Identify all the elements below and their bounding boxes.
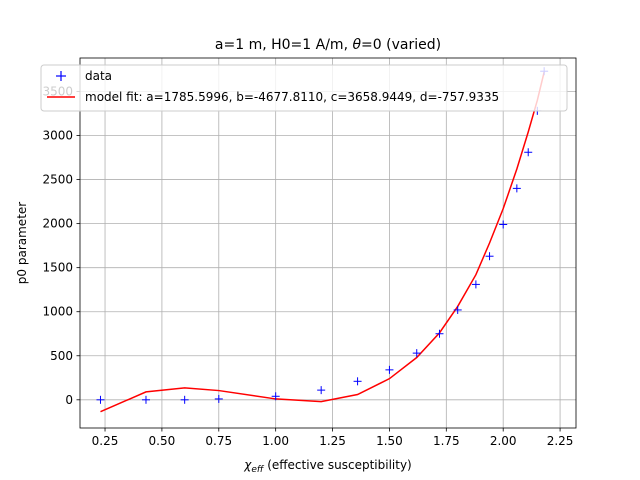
x-tick-label: 0.75 (205, 434, 232, 448)
data-point (499, 220, 508, 229)
x-tick-label: 1.50 (376, 434, 403, 448)
y-tick-label: 0 (65, 393, 73, 407)
data-point (412, 349, 421, 358)
series-layer (96, 67, 549, 413)
data-point (453, 305, 462, 314)
data-point (471, 280, 480, 289)
data-point (512, 184, 521, 193)
legend-label-model-fit: model fit: a=1785.5996, b=-4677.8110, c=… (85, 90, 499, 104)
y-tick-label: 2000 (42, 217, 73, 231)
x-tick-label: 2.25 (547, 434, 574, 448)
plot-area (80, 58, 576, 428)
series-line-model-fit (100, 71, 545, 413)
x-tick-label: 1.25 (319, 434, 346, 448)
y-tick-label: 500 (50, 349, 73, 363)
y-tick-label: 1500 (42, 261, 73, 275)
data-point (180, 395, 189, 404)
data-point (271, 392, 280, 401)
legend-box (40, 64, 568, 112)
chart-title: a=1 m, H0=1 A/m, θ=0 (varied) (215, 37, 441, 53)
x-tick-label: 1.00 (262, 434, 289, 448)
data-point (385, 365, 394, 374)
legend-marker-data (56, 71, 66, 81)
y-axis-label: p0 parameter (15, 202, 29, 284)
data-point (353, 377, 362, 386)
x-axis-label: χeff (effective susceptibility) (243, 458, 411, 475)
y-tick-label: 2500 (42, 173, 73, 187)
ticks: 0.25 0.50 0.75 1.00 1.25 1.50 1.75 2.00 2.25 0 500… (42, 84, 573, 448)
data-point (141, 395, 150, 404)
legend: data model fit: a=1785.5996, b=-4677.811… (40, 64, 568, 112)
data-point (485, 252, 494, 261)
x-tick-label: 1.75 (433, 434, 460, 448)
data-point (214, 394, 223, 403)
axes-frame (79, 57, 577, 429)
x-tick-label: 2.00 (490, 434, 517, 448)
y-tick-label: 1000 (42, 305, 73, 319)
legend-label-data: data (85, 69, 112, 83)
data-point (96, 395, 105, 404)
x-tick-label: 0.50 (149, 434, 176, 448)
data-point (435, 329, 444, 338)
data-point (524, 148, 533, 157)
data-point (317, 386, 326, 395)
x-tick-label: 0.25 (92, 434, 119, 448)
y-tick-label: 3000 (42, 129, 73, 143)
